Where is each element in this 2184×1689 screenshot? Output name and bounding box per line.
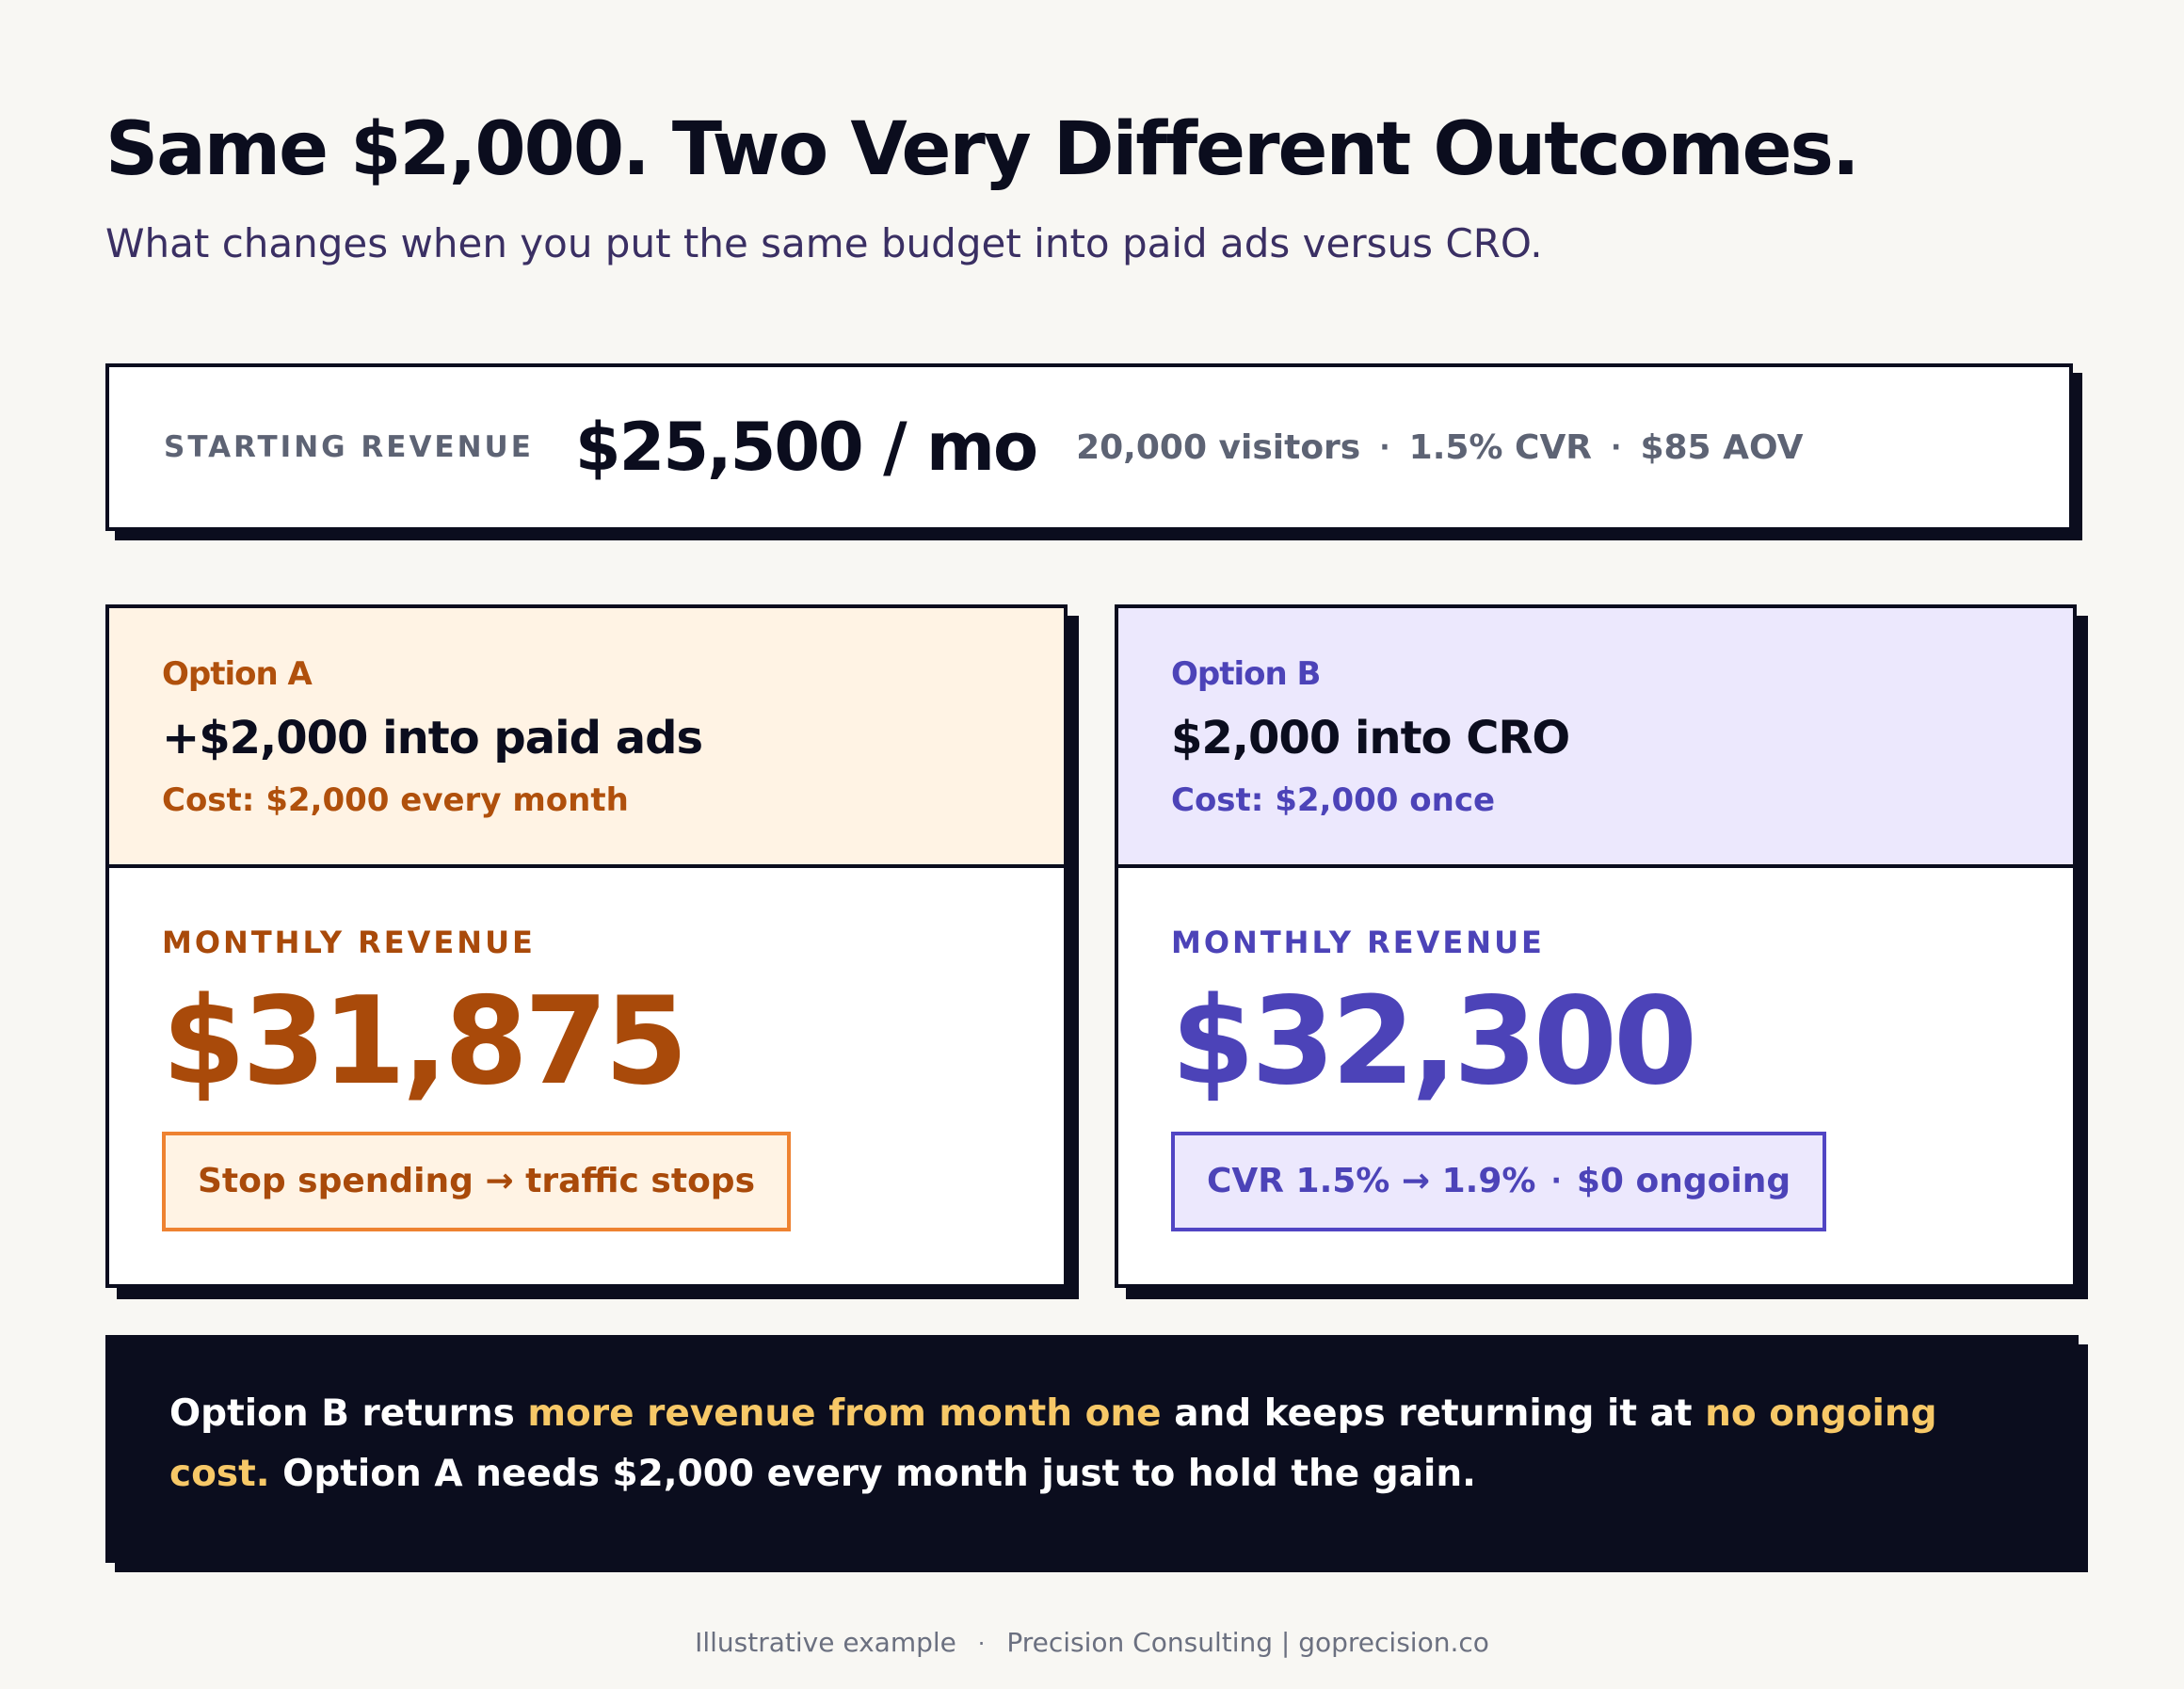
starting-revenue-label: STARTING REVENUE bbox=[164, 430, 534, 464]
option-b-card: Option B $2,000 into CRO Cost: $2,000 on… bbox=[1115, 604, 2077, 1288]
metric-cvr: 1.5% CVR bbox=[1408, 427, 1593, 467]
metric-separator: · bbox=[1611, 430, 1622, 464]
option-b-label: Option B bbox=[1171, 655, 1321, 693]
summary-text: Option B returns bbox=[169, 1392, 528, 1435]
option-a-cost: Cost: $2,000 every month bbox=[162, 781, 629, 819]
footer-separator: · bbox=[977, 1631, 986, 1657]
starting-revenue-bar: STARTING REVENUE $25,500 / mo 20,000 vis… bbox=[105, 363, 2073, 531]
option-a-card: Option A +$2,000 into paid ads Cost: $2,… bbox=[105, 604, 1068, 1288]
option-b-revenue-value: $32,300 bbox=[1171, 972, 1697, 1112]
metric-separator: · bbox=[1379, 430, 1390, 464]
summary-text: Option A needs $2,000 every month just t… bbox=[269, 1453, 1476, 1495]
option-b-note-cvr: CVR 1.5% → 1.9% bbox=[1207, 1162, 1536, 1201]
option-b-note-separator: · bbox=[1550, 1165, 1562, 1198]
option-a-revenue-label: MONTHLY REVENUE bbox=[162, 925, 536, 960]
footer-credit: Precision Consulting | goprecision.co bbox=[1006, 1627, 1489, 1658]
option-a-revenue-value: $31,875 bbox=[162, 972, 688, 1112]
option-b-header: Option B $2,000 into CRO Cost: $2,000 on… bbox=[1118, 608, 2073, 868]
option-b-cost: Cost: $2,000 once bbox=[1171, 781, 1496, 819]
starting-revenue-value: $25,500 / mo bbox=[574, 409, 1038, 486]
footer: Illustrative example · Precision Consult… bbox=[0, 1627, 2184, 1658]
starting-metrics: 20,000 visitors · 1.5% CVR · $85 AOV bbox=[1076, 428, 1803, 467]
option-b-note-ongoing: $0 ongoing bbox=[1576, 1162, 1791, 1201]
summary-highlight: no ongoing cost. bbox=[169, 1392, 1937, 1495]
page-title: Same $2,000. Two Very Different Outcomes… bbox=[105, 107, 1860, 192]
option-a-title: +$2,000 into paid ads bbox=[162, 712, 703, 764]
option-a-header: Option A +$2,000 into paid ads Cost: $2,… bbox=[109, 608, 1064, 868]
option-a-body: MONTHLY REVENUE $31,875 Stop spending → … bbox=[109, 868, 1064, 1231]
option-b-title: $2,000 into CRO bbox=[1171, 712, 1570, 764]
option-a-note-badge: Stop spending → traffic stops bbox=[162, 1131, 791, 1231]
option-a-label: Option A bbox=[162, 655, 313, 693]
page-subtitle: What changes when you put the same budge… bbox=[105, 220, 1543, 266]
option-b-body: MONTHLY REVENUE $32,300 CVR 1.5% → 1.9% … bbox=[1118, 868, 2073, 1231]
footer-note: Illustrative example bbox=[695, 1627, 956, 1658]
metric-visitors: 20,000 visitors bbox=[1076, 427, 1361, 467]
summary-banner: Option B returns more revenue from month… bbox=[105, 1335, 2079, 1563]
summary-highlight: more revenue from month one bbox=[527, 1392, 1162, 1435]
option-b-revenue-label: MONTHLY REVENUE bbox=[1171, 925, 1545, 960]
metric-aov: $85 AOV bbox=[1640, 427, 1804, 467]
option-b-note-badge: CVR 1.5% → 1.9% · $0 ongoing bbox=[1171, 1131, 1827, 1231]
summary-text: and keeps returning it at bbox=[1161, 1392, 1706, 1435]
